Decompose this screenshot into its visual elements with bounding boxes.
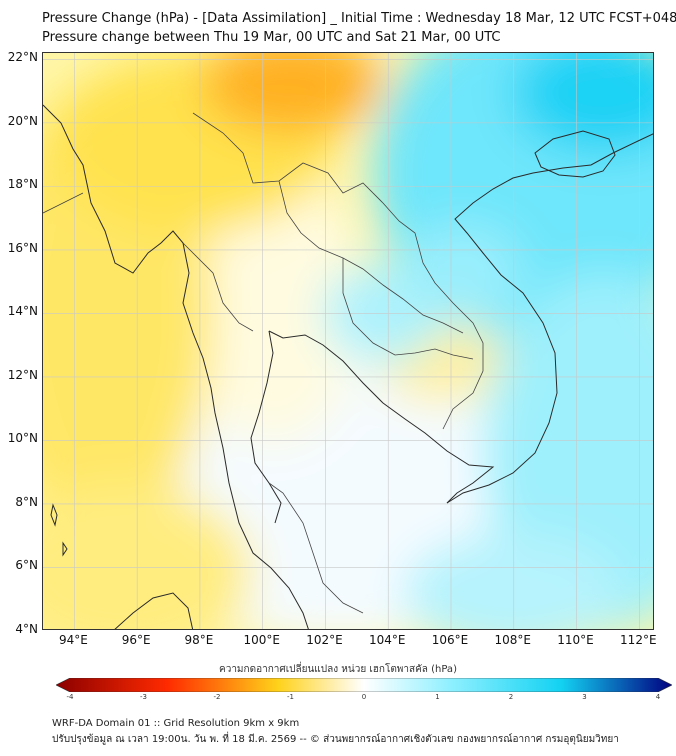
lon-tick-label: 100°E [243, 633, 280, 647]
lon-tick-label: 104°E [368, 633, 406, 647]
lon-tick-label: 112°E [620, 633, 657, 647]
lon-tick-label: 94°E [58, 633, 88, 647]
colorbar-bar [56, 678, 672, 692]
lat-tick-label: 6°N [15, 558, 38, 573]
lon-tick-label: 108°E [494, 633, 532, 647]
colorbar-tick-label: -2 [213, 693, 221, 701]
lat-tick-label: 8°N [15, 494, 38, 509]
map-gridlines [43, 53, 653, 629]
colorbar-tick-label: 4 [655, 693, 661, 701]
colorbar-tick-label: 2 [508, 693, 514, 701]
lon-tick-label: 106°E [431, 633, 469, 647]
lon-tick-label: 102°E [306, 633, 343, 647]
lat-tick-label: 18°N [7, 177, 38, 192]
map-title: Pressure Change (hPa) - [Data Assimilati… [42, 11, 676, 26]
pressure-field [43, 53, 653, 629]
lat-tick-label: 20°N [7, 113, 38, 128]
colorbar-tick-label: 0 [361, 693, 367, 701]
lon-tick-label: 98°E [184, 633, 214, 647]
map-panel [42, 52, 654, 630]
lat-tick-label: 12°N [7, 367, 38, 382]
colorbar [56, 678, 672, 692]
country-borders [43, 112, 484, 614]
footer-model-info: WRF-DA Domain 01 :: Grid Resolution 9km … [52, 718, 300, 729]
colorbar-title: ความกดอากาศเปลี่ยนแปลง หน่วย เฮกโตพาสคัล… [219, 664, 457, 675]
footer-credit: ปรับปรุงข้อมูล ณ เวลา 19:00น. วัน พ. ที่… [52, 734, 619, 745]
colorbar-tick-label: -4 [66, 693, 74, 701]
lat-tick-label: 4°N [15, 622, 38, 636]
lon-tick-label: 96°E [121, 633, 151, 647]
colorbar-tick-label: -1 [287, 693, 294, 701]
lat-tick-label: 16°N [7, 240, 38, 255]
colorbar-tick-label: 1 [435, 693, 440, 701]
lat-tick-label: 22°N [7, 50, 38, 65]
lon-tick-label: 110°E [557, 633, 594, 647]
map-subtitle: Pressure change between Thu 19 Mar, 00 U… [42, 30, 501, 45]
coastlines [43, 104, 653, 629]
lat-tick-label: 10°N [7, 431, 38, 446]
colorbar-tick-label: 3 [582, 693, 587, 701]
colorbar-tick-label: -3 [140, 693, 147, 701]
lat-tick-label: 14°N [7, 304, 38, 319]
pressure-change-map [43, 53, 653, 629]
